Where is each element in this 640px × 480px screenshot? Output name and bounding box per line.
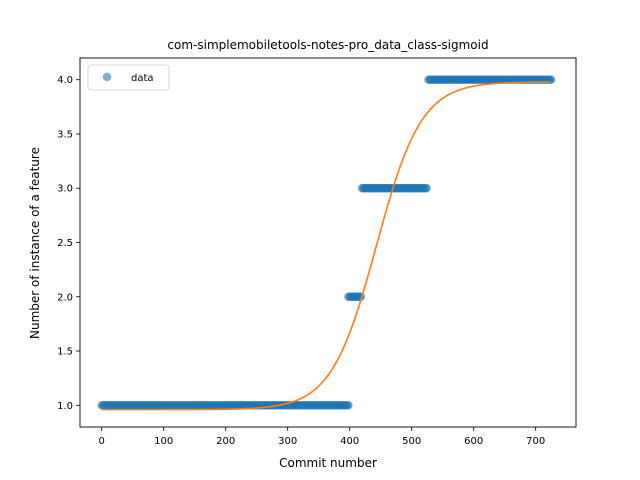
scatter-point xyxy=(344,401,353,410)
y-axis-label: Number of instance of a feature xyxy=(28,147,42,339)
y-axis: 1.0 1.5 2.0 2.5 3.0 3.5 4.0 xyxy=(57,75,80,412)
legend-label: data xyxy=(131,73,154,84)
y-tick-label: 1.5 xyxy=(57,347,73,358)
x-tick-label: 700 xyxy=(526,436,545,447)
y-tick-label: 3.5 xyxy=(57,129,73,140)
chart-title: com-simplemobiletools-notes-pro_data_cla… xyxy=(167,38,488,52)
x-tick-label: 600 xyxy=(464,436,483,447)
x-tick-label: 400 xyxy=(340,436,359,447)
scatter-series xyxy=(97,75,556,410)
fit-line xyxy=(101,81,551,411)
x-axis-label: Commit number xyxy=(279,456,377,470)
y-tick-label: 2.5 xyxy=(57,238,73,249)
x-tick-label: 100 xyxy=(154,436,173,447)
x-tick-label: 300 xyxy=(278,436,297,447)
x-tick-label: 500 xyxy=(402,436,421,447)
plot-area xyxy=(79,57,577,428)
legend-marker xyxy=(102,72,112,82)
y-tick-label: 3.0 xyxy=(57,184,73,195)
x-tick-label: 0 xyxy=(99,436,105,447)
y-tick-label: 1.0 xyxy=(57,401,73,412)
legend-box xyxy=(87,64,170,91)
legend: data xyxy=(87,64,170,91)
y-tick-label: 2.0 xyxy=(57,292,73,303)
y-tick-label: 4.0 xyxy=(57,75,73,86)
scatter-point xyxy=(422,184,431,193)
x-tick-label: 200 xyxy=(216,436,235,447)
x-axis: 0 100 200 300 400 500 600 700 xyxy=(99,427,545,447)
